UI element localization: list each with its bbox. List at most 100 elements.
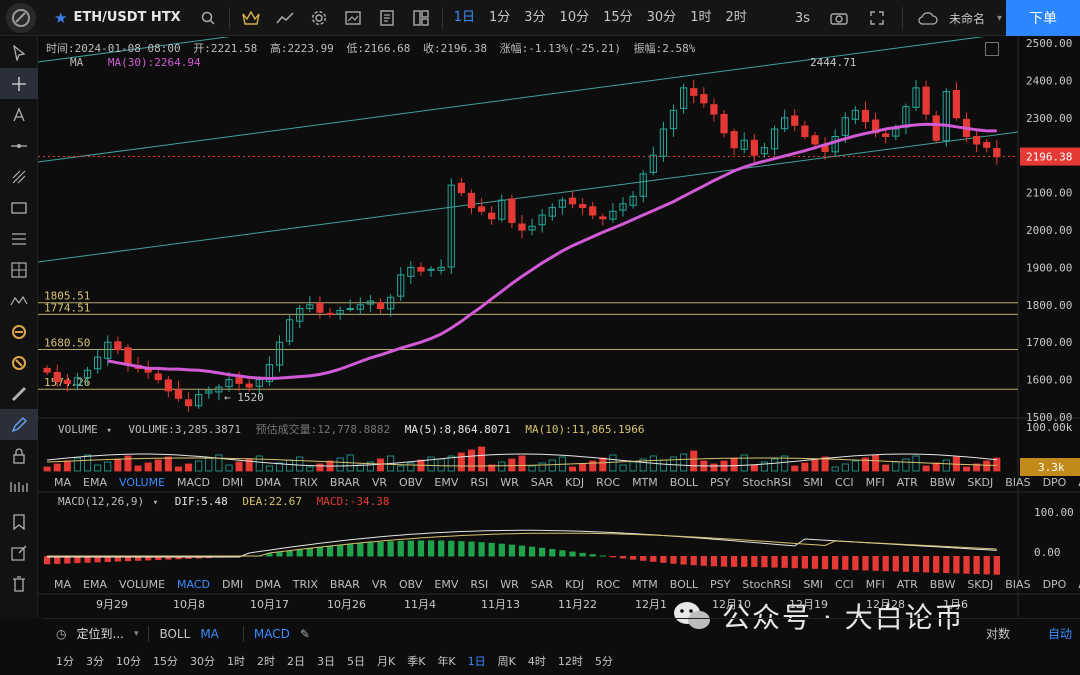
indicator-tab-wr[interactable]: WR: [500, 578, 519, 591]
indicator-tab-emv[interactable]: EMV: [434, 578, 459, 591]
gear-icon[interactable]: [302, 0, 336, 36]
period-16[interactable]: 12时: [557, 655, 583, 668]
cursor-icon[interactable]: [0, 37, 38, 68]
indicator-tab-emv[interactable]: EMV: [434, 476, 459, 489]
indicator-tab-cci[interactable]: CCI: [835, 578, 854, 591]
indicator-tab-sar[interactable]: SAR: [530, 476, 554, 489]
indicator-tab-rsi[interactable]: RSI: [470, 476, 489, 489]
indicator-tab-mfi[interactable]: MFI: [865, 578, 885, 591]
edit-indicator-icon[interactable]: ✎: [299, 626, 310, 641]
measure-icon[interactable]: [0, 254, 38, 285]
bookmark-icon[interactable]: [0, 506, 38, 537]
period-7[interactable]: 2日: [287, 655, 305, 668]
indicator-tab-ao[interactable]: AO: [1072, 476, 1080, 489]
log-scale-toggle[interactable]: 对数: [985, 627, 1010, 641]
indicator-tab-ma[interactable]: MA: [54, 476, 72, 489]
indicator-tab-smi[interactable]: SMI: [803, 578, 824, 591]
indicator-tab-dmi[interactable]: DMI: [222, 476, 244, 489]
indicator-tab-mfi[interactable]: MFI: [865, 476, 885, 489]
indicator-tab-obv[interactable]: OBV: [399, 578, 423, 591]
interval-15m[interactable]: 15分: [603, 9, 633, 25]
indicator-tab-dma[interactable]: DMA: [255, 578, 281, 591]
crosshair-icon[interactable]: [0, 68, 38, 99]
interval-1d[interactable]: 1日: [453, 9, 475, 25]
indicator-tab-volume[interactable]: VOLUME: [118, 578, 166, 591]
indicator-tab-roc[interactable]: ROC: [596, 578, 621, 591]
search-icon[interactable]: [191, 0, 225, 36]
indicator-tab-vr[interactable]: VR: [371, 578, 387, 591]
period-9[interactable]: 5日: [347, 655, 365, 668]
order-button[interactable]: 下单: [1006, 0, 1080, 36]
trend-line-icon[interactable]: [0, 161, 38, 192]
ruler-icon[interactable]: [0, 378, 38, 409]
indicator-tab-psy[interactable]: PSY: [710, 578, 731, 591]
indicator-tab-dpo[interactable]: DPO: [1042, 476, 1067, 489]
period-0[interactable]: 1分: [56, 655, 74, 668]
indicator-tab-mtm[interactable]: MTM: [632, 476, 658, 489]
period-10[interactable]: 月K: [377, 655, 396, 668]
layout-icon[interactable]: [404, 0, 438, 36]
indicator-tab-stochrsi[interactable]: StochRSI: [742, 578, 792, 591]
indicator-tab-bbw[interactable]: BBW: [929, 476, 956, 489]
indicator-tab-dpo[interactable]: DPO: [1042, 578, 1067, 591]
volume-label[interactable]: VOLUME: [58, 423, 98, 436]
star-icon[interactable]: ★: [54, 8, 68, 27]
indicator-tab-vr[interactable]: VR: [371, 476, 387, 489]
magnet-strong-icon[interactable]: [0, 347, 38, 378]
app-logo-icon[interactable]: [6, 2, 36, 33]
indicator-tab-atr[interactable]: ATR: [896, 476, 918, 489]
fib-lines-icon[interactable]: [0, 223, 38, 254]
indicator-tab-rsi[interactable]: RSI: [470, 578, 489, 591]
cloud-icon[interactable]: [911, 0, 945, 36]
indicator-tab-boll[interactable]: BOLL: [669, 578, 699, 591]
indicator-tab-sar[interactable]: SAR: [530, 578, 554, 591]
indicator-tab-obv[interactable]: OBV: [399, 476, 423, 489]
period-13[interactable]: 1日: [467, 655, 486, 668]
indicator-tab-dmi[interactable]: DMI: [222, 578, 244, 591]
period-17[interactable]: 5分: [594, 655, 613, 668]
fullscreen-icon[interactable]: [860, 0, 894, 36]
tool-ma[interactable]: MA: [200, 626, 219, 641]
trash-icon[interactable]: [0, 568, 38, 599]
rectangle-icon[interactable]: [0, 192, 38, 223]
indicator-tab-macd[interactable]: MACD: [177, 476, 211, 489]
auto-scale-toggle[interactable]: 自动: [1047, 627, 1072, 641]
indicator-tab-mtm[interactable]: MTM: [632, 578, 658, 591]
interval-3m[interactable]: 3分: [524, 9, 546, 25]
macd-label[interactable]: MACD(12,26,9): [58, 495, 145, 508]
refresh-rate[interactable]: 3s: [794, 10, 810, 26]
price-chart[interactable]: 2500.002400.002300.002200.002100.002000.…: [38, 37, 1080, 617]
indicator-tab-smi[interactable]: SMI: [803, 476, 824, 489]
indicator-tab-atr[interactable]: ATR: [896, 578, 918, 591]
pattern-icon[interactable]: [0, 285, 38, 316]
indicator-tab-macd[interactable]: MACD: [177, 578, 211, 591]
interval-1h[interactable]: 1时: [690, 9, 712, 25]
period-8[interactable]: 3日: [317, 655, 335, 668]
magnet-icon[interactable]: [0, 316, 38, 347]
indicator-tab-skdj[interactable]: SKDJ: [967, 578, 994, 591]
camera-icon[interactable]: [822, 0, 856, 36]
indicator-tab-ema[interactable]: EMA: [83, 476, 107, 489]
indicator-tab-kdj[interactable]: KDJ: [565, 578, 585, 591]
layout-name-dropdown[interactable]: 未命名: [948, 11, 985, 26]
period-11[interactable]: 季K: [407, 655, 426, 668]
tool-macd[interactable]: MACD: [253, 626, 290, 641]
indicator-chart-icon[interactable]: [268, 0, 302, 36]
period-2[interactable]: 10分: [116, 655, 141, 668]
period-4[interactable]: 30分: [190, 655, 215, 668]
indicator-tab-brar[interactable]: BRAR: [329, 476, 360, 489]
indicator-tab-volume[interactable]: VOLUME: [118, 476, 166, 489]
tool-boll[interactable]: BOLL: [159, 626, 191, 641]
period-1[interactable]: 3分: [86, 655, 104, 668]
interval-30m[interactable]: 30分: [646, 9, 677, 25]
interval-1m[interactable]: 1分: [488, 9, 511, 25]
pencil-icon[interactable]: [0, 409, 38, 440]
indicator-tab-trix[interactable]: TRIX: [292, 476, 318, 489]
template-icon[interactable]: [370, 0, 404, 36]
indicator-tab-roc[interactable]: ROC: [596, 476, 621, 489]
horizontal-line-icon[interactable]: [0, 130, 38, 161]
period-15[interactable]: 4时: [527, 655, 546, 668]
period-14[interactable]: 周K: [497, 655, 516, 668]
edit-settings-icon[interactable]: [0, 537, 38, 568]
indicator-tab-cci[interactable]: CCI: [835, 476, 854, 489]
